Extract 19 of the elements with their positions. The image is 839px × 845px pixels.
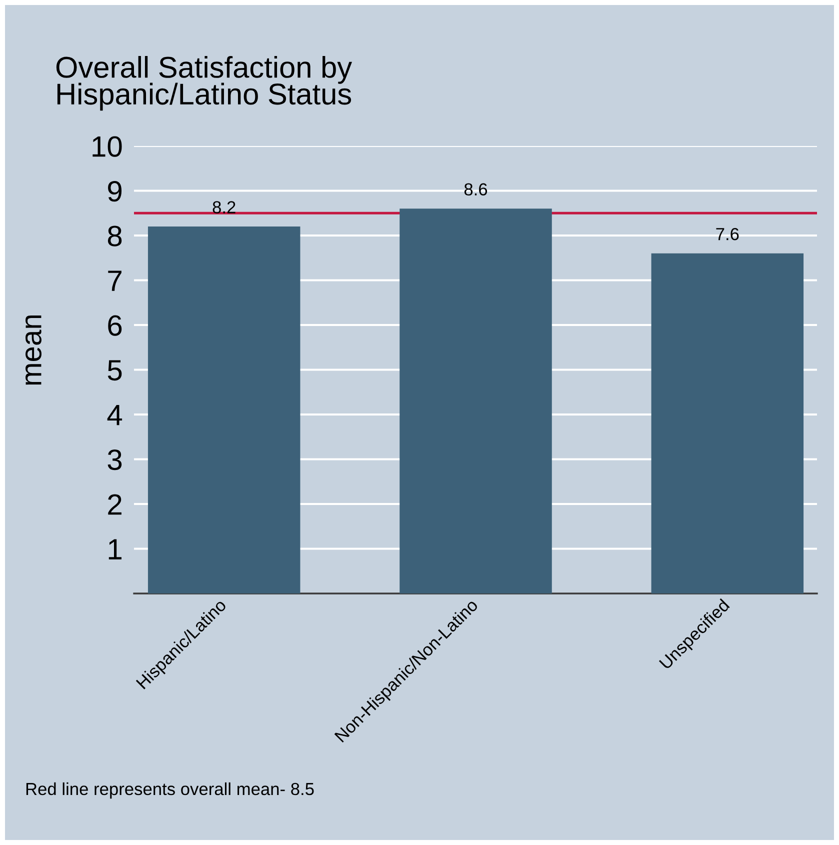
y-tick-label: 1 [108,539,122,560]
data-label: 7.6 [716,228,739,240]
y-axis-title: mean [26,315,42,385]
y-tick-label: 8 [108,226,122,246]
data-label: 8.6 [464,183,488,196]
y-tick-label: 2 [108,494,122,515]
data-label: 8.2 [212,201,236,214]
y-tick-label: 3 [108,449,122,470]
chart-title: Overall Satisfaction by Hispanic/Latino Status [56,56,352,111]
y-tick-label: 4 [107,405,122,426]
y-tick-label: 6 [108,315,122,336]
bar [148,226,300,594]
bar [400,208,552,594]
y-tick-label: 7 [108,270,122,291]
y-tick-label: 5 [108,360,122,381]
text: Red line represents overall mean- 8.5 [26,782,314,799]
y-tick-label: 10 [92,136,122,157]
y-tick-label: 9 [108,180,122,202]
bar [651,253,804,594]
